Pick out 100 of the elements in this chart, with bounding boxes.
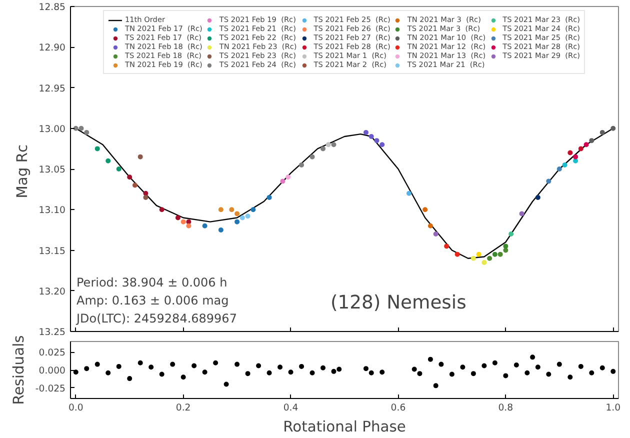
point	[331, 142, 336, 148]
point	[433, 232, 438, 236]
point	[288, 370, 294, 375]
point	[143, 194, 148, 200]
point	[132, 182, 138, 188]
point	[234, 219, 240, 224]
point	[444, 244, 450, 249]
point	[280, 178, 286, 184]
point	[218, 227, 224, 232]
point	[449, 372, 454, 377]
point	[524, 370, 530, 376]
point	[299, 364, 304, 369]
x-tick-label: 0.6	[390, 402, 406, 414]
point	[250, 207, 256, 212]
x-tick-label: 0.8	[498, 402, 514, 414]
point	[492, 360, 498, 366]
point	[573, 158, 578, 164]
y-tick-label: 13.10	[38, 205, 66, 216]
point	[363, 366, 368, 372]
x-tick-label: 0.0	[68, 402, 84, 414]
point	[610, 126, 616, 131]
x-axis-title: Rotational Phase	[283, 418, 406, 436]
point	[116, 166, 122, 172]
point	[406, 190, 412, 196]
y-tick-label: 12.95	[38, 83, 66, 94]
point	[503, 373, 508, 378]
point	[213, 360, 218, 366]
point	[589, 370, 594, 376]
annotation: Period: 38.904 ± 0.006 h	[76, 276, 228, 290]
point	[202, 370, 208, 375]
point	[514, 362, 519, 368]
point	[170, 362, 176, 367]
point	[482, 260, 487, 265]
point	[326, 142, 331, 148]
point	[73, 126, 78, 131]
point	[368, 370, 374, 376]
y-tick-label: -0.025	[35, 383, 66, 394]
point	[546, 178, 552, 184]
y-tick-label: 12.90	[38, 42, 66, 54]
y-tick-label: 13.25	[38, 327, 66, 338]
point	[433, 383, 438, 388]
point	[127, 376, 132, 382]
y-tick-label: 13.05	[38, 164, 66, 176]
point	[186, 223, 192, 228]
point	[84, 130, 90, 135]
point	[422, 207, 428, 212]
point	[148, 364, 154, 370]
y-axis-title: Mag Rc	[14, 144, 31, 198]
point	[310, 154, 315, 160]
point	[116, 364, 122, 369]
point	[374, 138, 380, 144]
point	[578, 364, 584, 369]
point	[380, 370, 385, 375]
point	[106, 158, 111, 164]
point	[470, 256, 476, 261]
point	[562, 162, 568, 168]
point	[180, 374, 186, 380]
point	[573, 154, 578, 160]
annotation: (128) Nemesis	[330, 292, 466, 314]
point	[476, 252, 482, 257]
point	[492, 252, 498, 257]
annotation: Amp: 0.163 ± 0.006 mag	[76, 294, 229, 308]
point	[368, 134, 374, 139]
point	[320, 146, 326, 152]
point	[578, 146, 584, 152]
x-tick-label: 0.4	[283, 402, 298, 414]
point	[535, 364, 540, 370]
point	[299, 162, 304, 168]
point	[417, 371, 422, 376]
point	[78, 126, 84, 131]
point	[610, 368, 616, 374]
point	[530, 354, 536, 360]
y-tick-label: 13.00	[38, 124, 66, 135]
point	[519, 211, 524, 216]
point	[94, 146, 100, 152]
y-tick-label: 13.15	[38, 246, 66, 257]
point	[266, 194, 272, 200]
point	[600, 130, 605, 135]
point	[202, 223, 208, 228]
point	[412, 366, 417, 372]
point	[234, 362, 240, 367]
x-tick-label: 1.0	[606, 402, 621, 414]
point	[568, 374, 573, 380]
y-tick-label: 0.000	[38, 366, 66, 376]
point	[192, 363, 197, 368]
point	[460, 364, 466, 370]
point	[143, 190, 148, 196]
point	[310, 370, 315, 376]
point	[556, 362, 562, 367]
point	[245, 214, 250, 219]
point	[363, 130, 368, 135]
point	[503, 244, 508, 249]
point	[106, 370, 111, 376]
point	[470, 371, 476, 376]
point	[286, 174, 291, 180]
point	[380, 142, 385, 148]
y-tick-label: 12.85	[38, 2, 66, 13]
point	[218, 207, 224, 212]
point	[84, 366, 90, 372]
point	[482, 363, 487, 368]
